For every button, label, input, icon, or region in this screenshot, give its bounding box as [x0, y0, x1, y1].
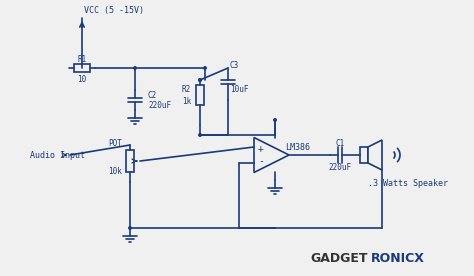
- Text: 10: 10: [77, 76, 87, 84]
- Circle shape: [274, 119, 276, 121]
- Circle shape: [199, 79, 201, 81]
- Text: C3: C3: [230, 60, 239, 70]
- Circle shape: [199, 134, 201, 136]
- Text: Audio Input: Audio Input: [30, 150, 85, 160]
- Polygon shape: [254, 137, 289, 172]
- Text: 10uF: 10uF: [230, 86, 248, 94]
- Text: R1: R1: [77, 54, 87, 63]
- Bar: [360, 147, 368, 163]
- Circle shape: [199, 79, 201, 81]
- Circle shape: [129, 227, 131, 229]
- Text: C1: C1: [336, 139, 345, 147]
- Bar: [196, 85, 204, 105]
- Text: LM386: LM386: [285, 142, 310, 152]
- Text: POT: POT: [108, 139, 122, 147]
- Text: 220uF: 220uF: [328, 163, 352, 171]
- Bar: [74, 64, 90, 72]
- Circle shape: [134, 67, 136, 69]
- Bar: [126, 150, 134, 172]
- Text: VCC (5 -15V): VCC (5 -15V): [84, 6, 144, 15]
- Text: R2: R2: [182, 86, 191, 94]
- Text: -: -: [258, 156, 264, 166]
- Text: RONICX: RONICX: [371, 251, 425, 264]
- Circle shape: [204, 67, 206, 69]
- Text: +: +: [258, 144, 264, 154]
- Polygon shape: [368, 140, 382, 170]
- Text: 1k: 1k: [182, 97, 191, 107]
- Text: .3 Watts Speaker: .3 Watts Speaker: [368, 179, 448, 187]
- Text: GADGET: GADGET: [310, 251, 367, 264]
- Text: 10k: 10k: [108, 168, 122, 176]
- Text: 220uF: 220uF: [148, 102, 171, 110]
- Text: C2: C2: [148, 92, 157, 100]
